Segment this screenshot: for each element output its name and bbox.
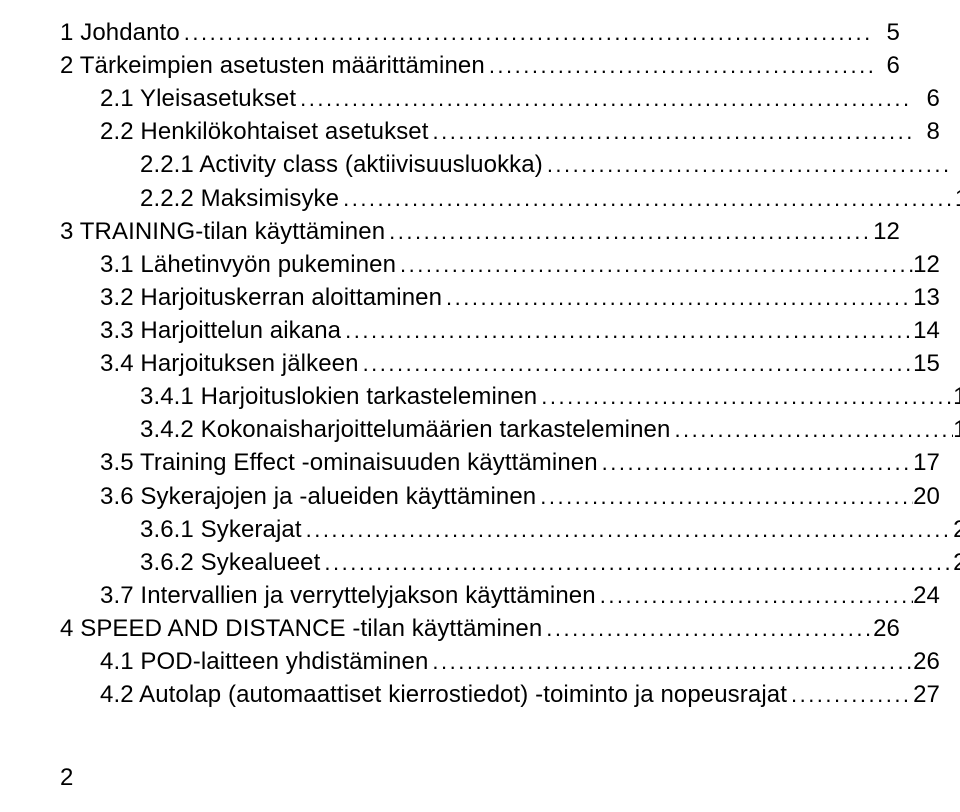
toc-entry: 3.6 Sykerajojen ja -alueiden käyttäminen… (60, 480, 940, 513)
toc-entry-title: 3.4.1 Harjoituslokien tarkasteleminen (140, 380, 537, 413)
toc-entry: 2.2 Henkilökohtaiset asetukset..........… (60, 115, 940, 148)
toc-entry-page: 20 (953, 513, 960, 546)
toc-entry-page: 27 (913, 678, 940, 711)
toc-entry-title: 2.2.1 Activity class (aktiivisuusluokka) (140, 148, 543, 181)
toc-entry-title: 3.6.2 Sykealueet (140, 546, 320, 579)
toc-dot-leader: ........................................… (537, 382, 953, 412)
toc-dot-leader: ........................................… (180, 18, 874, 48)
toc-entry-page: 13 (913, 281, 940, 314)
toc-entry: 1 Johdanto..............................… (60, 16, 900, 49)
toc-entry-page: 14 (913, 314, 940, 347)
toc-entry: 2.2.1 Activity class (aktiivisuusluokka)… (60, 148, 960, 181)
toc-entry-title: 2.1 Yleisasetukset (100, 82, 296, 115)
toc-entry: 3.3 Harjoittelun aikana.................… (60, 314, 940, 347)
toc-dot-leader: ........................................… (598, 448, 913, 478)
toc-entry: 3.4.2 Kokonaisharjoittelumäärien tarkast… (60, 413, 960, 446)
toc-entry-page: 8 (913, 115, 940, 148)
toc-dot-leader: ........................................… (429, 117, 914, 147)
toc-dot-leader: ........................................… (385, 217, 873, 247)
toc-dot-leader: ........................................… (302, 515, 954, 545)
toc-entry-title: 3.4 Harjoituksen jälkeen (100, 347, 359, 380)
toc-entry-title: 3 TRAINING-tilan käyttäminen (60, 215, 385, 248)
toc-dot-leader: ........................................… (428, 647, 913, 677)
toc-dot-leader: ........................................… (341, 316, 913, 346)
toc-entry: 3.5 Training Effect -ominaisuuden käyttä… (60, 446, 940, 479)
toc-dot-leader: ........................................… (670, 415, 953, 445)
toc-entry-page: 6 (873, 49, 900, 82)
toc-dot-leader: ........................................… (339, 184, 953, 214)
toc-dot-leader: ........................................… (442, 283, 913, 313)
toc-entry: 3.1 Lähetinvyön pukeminen...............… (60, 248, 940, 281)
toc-entry-page: 9 (953, 148, 960, 181)
toc-dot-leader: ........................................… (396, 250, 913, 280)
toc-entry: 2 Tärkeimpien asetusten määrittäminen...… (60, 49, 900, 82)
toc-entry-page: 12 (913, 248, 940, 281)
toc-page: 1 Johdanto..............................… (0, 0, 960, 812)
toc-entry-title: 3.6.1 Sykerajat (140, 513, 302, 546)
toc-entry-page: 26 (913, 645, 940, 678)
toc-entry-page: 12 (873, 215, 900, 248)
toc-entry-title: 3.3 Harjoittelun aikana (100, 314, 341, 347)
toc-entry-page: 5 (873, 16, 900, 49)
toc-entry-page: 15 (953, 380, 960, 413)
toc-entry-title: 2 Tärkeimpien asetusten määrittäminen (60, 49, 485, 82)
toc-entry-page: 17 (913, 446, 940, 479)
toc-entry: 3.4 Harjoituksen jälkeen................… (60, 347, 940, 380)
toc-entry: 2.2.2 Maksimisyke.......................… (60, 182, 960, 215)
toc-entry-title: 2.2 Henkilökohtaiset asetukset (100, 115, 429, 148)
toc-entry: 4 SPEED AND DISTANCE -tilan käyttäminen.… (60, 612, 900, 645)
toc-entry: 3.6.2 Sykealueet........................… (60, 546, 960, 579)
toc-entry-page: 6 (913, 82, 940, 115)
toc-entry-title: 2.2.2 Maksimisyke (140, 182, 339, 215)
toc-dot-leader: ........................................… (320, 548, 953, 578)
toc-entry-title: 1 Johdanto (60, 16, 180, 49)
toc-dot-leader: ........................................… (542, 614, 873, 644)
toc-entry: 3.7 Intervallien ja verryttelyjakson käy… (60, 579, 940, 612)
toc-entry-title: 3.1 Lähetinvyön pukeminen (100, 248, 396, 281)
toc-entry-page: 21 (953, 546, 960, 579)
toc-entry-title: 3.2 Harjoituskerran aloittaminen (100, 281, 442, 314)
toc-entry-title: 4.1 POD-laitteen yhdistäminen (100, 645, 428, 678)
toc-entry-page: 15 (913, 347, 940, 380)
toc-dot-leader: ........................................… (787, 680, 913, 710)
toc-entry-page: 16 (953, 413, 960, 446)
toc-dot-leader: ........................................… (359, 349, 914, 379)
toc-entry: 4.2 Autolap (automaattiset kierrostiedot… (60, 678, 940, 711)
toc-dot-leader: ........................................… (543, 150, 954, 180)
toc-entry-page: 24 (913, 579, 940, 612)
toc-dot-leader: ........................................… (536, 482, 913, 512)
toc-entry-page: 26 (873, 612, 900, 645)
toc-entry-page: 11 (953, 182, 960, 215)
toc-entry: 4.1 POD-laitteen yhdistäminen...........… (60, 645, 940, 678)
toc-entry-title: 3.6 Sykerajojen ja -alueiden käyttäminen (100, 480, 536, 513)
table-of-contents: 1 Johdanto..............................… (60, 16, 900, 711)
toc-entry: 3 TRAINING-tilan käyttäminen............… (60, 215, 900, 248)
toc-entry: 3.2 Harjoituskerran aloittaminen........… (60, 281, 940, 314)
toc-dot-leader: ........................................… (296, 84, 913, 114)
toc-entry-title: 3.4.2 Kokonaisharjoittelumäärien tarkast… (140, 413, 670, 446)
toc-entry-title: 4 SPEED AND DISTANCE -tilan käyttäminen (60, 612, 542, 645)
toc-entry-title: 3.5 Training Effect -ominaisuuden käyttä… (100, 446, 598, 479)
toc-entry: 3.4.1 Harjoituslokien tarkasteleminen...… (60, 380, 960, 413)
toc-dot-leader: ........................................… (485, 51, 874, 81)
page-number: 2 (60, 764, 73, 792)
toc-entry-title: 3.7 Intervallien ja verryttelyjakson käy… (100, 579, 596, 612)
toc-entry: 3.6.1 Sykerajat.........................… (60, 513, 960, 546)
toc-dot-leader: ........................................… (596, 581, 913, 611)
toc-entry-page: 20 (913, 480, 940, 513)
toc-entry-title: 4.2 Autolap (automaattiset kierrostiedot… (100, 678, 787, 711)
toc-entry: 2.1 Yleisasetukset......................… (60, 82, 940, 115)
